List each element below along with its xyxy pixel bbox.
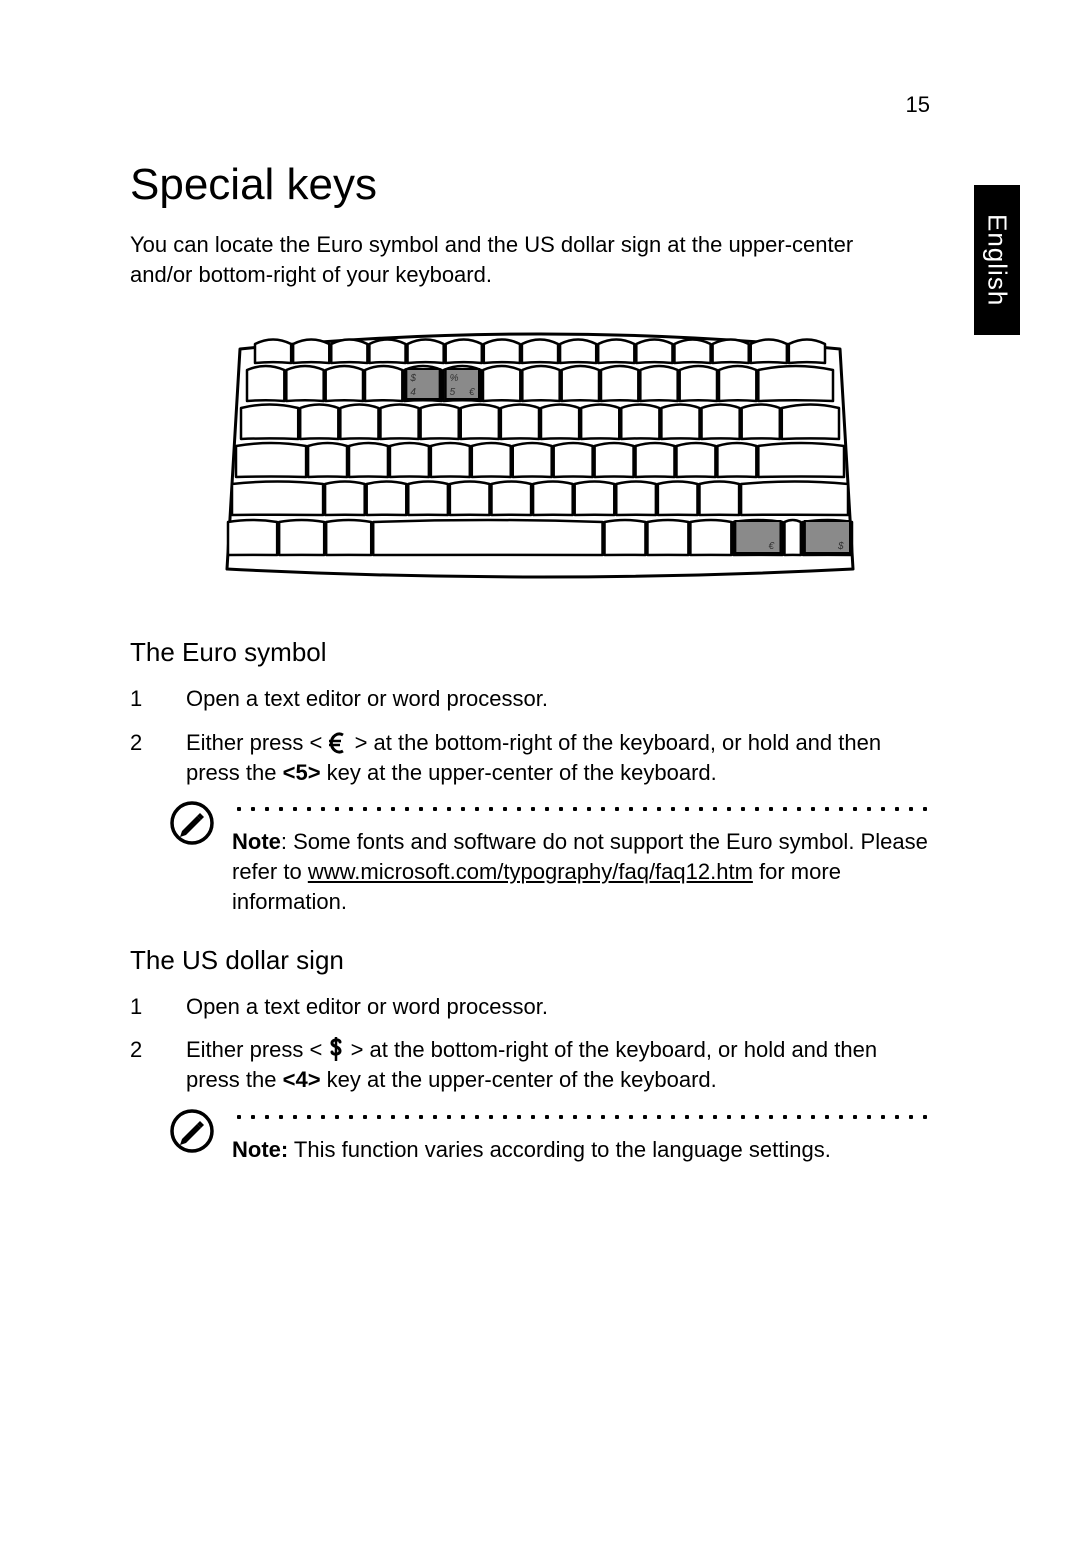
svg-text:$: $ — [837, 541, 844, 552]
svg-text:4: 4 — [410, 387, 416, 398]
list-item: Either press < > at the bottom-right of … — [130, 1035, 890, 1094]
note-block-dollar: Note: This function varies according to … — [170, 1113, 930, 1165]
svg-text:$: $ — [409, 373, 416, 384]
page-title: Special keys — [130, 160, 950, 210]
language-tab-label: English — [982, 214, 1013, 306]
dotted-separator — [232, 805, 930, 813]
pencil-note-icon — [170, 801, 214, 850]
list-item: Open a text editor or word processor. — [130, 992, 890, 1022]
svg-text:€: € — [469, 387, 475, 398]
svg-text:%: % — [450, 373, 459, 384]
note-text: Note: This function varies according to … — [232, 1135, 930, 1165]
language-tab: English — [974, 185, 1020, 335]
intro-paragraph: You can locate the Euro symbol and the U… — [130, 230, 890, 289]
euro-steps: Open a text editor or word processor. Ei… — [130, 684, 950, 787]
svg-text:5: 5 — [450, 387, 456, 398]
keyboard-figure: $4% 5 € € $ — [225, 317, 855, 587]
pencil-note-icon — [170, 1109, 214, 1158]
page-number: 15 — [906, 92, 930, 118]
page: 15 English Special keys You can locate t… — [0, 0, 1080, 1549]
list-item: Either press < > at the bottom-right of … — [130, 728, 890, 787]
note-block-euro: Note: Some fonts and software do not sup… — [170, 805, 930, 916]
section-heading-euro: The Euro symbol — [130, 637, 950, 668]
list-item: Open a text editor or word processor. — [130, 684, 890, 714]
dollar-steps: Open a text editor or word processor. Ei… — [130, 992, 950, 1095]
dotted-separator — [232, 1113, 930, 1121]
svg-text:€: € — [768, 541, 774, 552]
section-heading-dollar: The US dollar sign — [130, 945, 950, 976]
note-text: Note: Some fonts and software do not sup… — [232, 827, 930, 916]
